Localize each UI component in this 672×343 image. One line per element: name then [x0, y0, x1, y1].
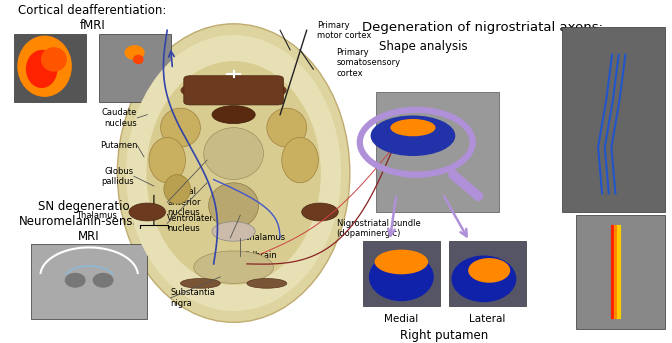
Ellipse shape [371, 116, 456, 156]
Text: Ventral
anterior
nucleus: Ventral anterior nucleus [167, 187, 201, 217]
Bar [99, 34, 171, 102]
Text: Right putamen: Right putamen [401, 329, 489, 342]
Text: Midbrain: Midbrain [241, 251, 277, 260]
Text: Medial: Medial [384, 314, 419, 324]
Text: Lateral: Lateral [470, 314, 506, 324]
Text: Caudate
nucleus: Caudate nucleus [102, 108, 137, 128]
Text: Shape analysis: Shape analysis [378, 40, 467, 53]
Ellipse shape [452, 256, 516, 302]
Ellipse shape [65, 273, 85, 288]
Ellipse shape [181, 279, 220, 288]
Ellipse shape [149, 137, 185, 183]
Text: Primary
motor cortex: Primary motor cortex [317, 21, 371, 40]
Ellipse shape [124, 45, 144, 60]
Ellipse shape [212, 222, 255, 241]
Ellipse shape [204, 128, 263, 179]
Ellipse shape [41, 47, 67, 72]
Ellipse shape [118, 24, 350, 322]
Text: Primary
somatosensory
cortex: Primary somatosensory cortex [337, 48, 401, 78]
Ellipse shape [181, 78, 287, 103]
Ellipse shape [164, 175, 190, 204]
Ellipse shape [146, 61, 321, 285]
Bar [576, 215, 665, 329]
Text: Subthalamus: Subthalamus [230, 234, 286, 243]
Ellipse shape [282, 137, 319, 183]
Ellipse shape [212, 106, 255, 123]
Ellipse shape [374, 250, 428, 274]
Bar [562, 27, 665, 212]
Text: SN degeneration:
Neuromelanin-sensitive
MRI: SN degeneration: Neuromelanin-sensitive … [19, 200, 159, 243]
Text: Ventrolateral
nucleus: Ventrolateral nucleus [167, 214, 222, 233]
Ellipse shape [133, 55, 144, 64]
Bar [14, 34, 86, 102]
Ellipse shape [302, 203, 338, 221]
Ellipse shape [26, 50, 58, 88]
Ellipse shape [369, 252, 434, 301]
Bar [376, 92, 499, 212]
Ellipse shape [93, 273, 114, 288]
Ellipse shape [126, 35, 341, 311]
Bar [31, 245, 147, 319]
Bar [450, 241, 526, 306]
Ellipse shape [194, 251, 274, 283]
Text: Putamen: Putamen [100, 141, 137, 150]
Ellipse shape [129, 203, 165, 221]
Text: Tractography: Tractography [577, 40, 655, 53]
Ellipse shape [390, 119, 435, 136]
Ellipse shape [209, 183, 259, 228]
Ellipse shape [161, 108, 200, 147]
Text: Substantia
nigra: Substantia nigra [171, 288, 216, 308]
Ellipse shape [267, 108, 306, 147]
Text: Thalamus: Thalamus [77, 211, 118, 220]
Text: Globus
pallidus: Globus pallidus [101, 167, 134, 186]
Text: Cortical deafferentiation:
fMRI: Cortical deafferentiation: fMRI [18, 4, 167, 32]
Text: Degeneration of nigrostriatal axons:: Degeneration of nigrostriatal axons: [362, 21, 603, 34]
Ellipse shape [468, 258, 510, 283]
Bar [363, 241, 439, 306]
Ellipse shape [247, 279, 287, 288]
Ellipse shape [17, 36, 72, 97]
FancyBboxPatch shape [184, 76, 284, 105]
Text: Nigrostriatal bundle
(dopaminergic): Nigrostriatal bundle (dopaminergic) [337, 218, 420, 238]
